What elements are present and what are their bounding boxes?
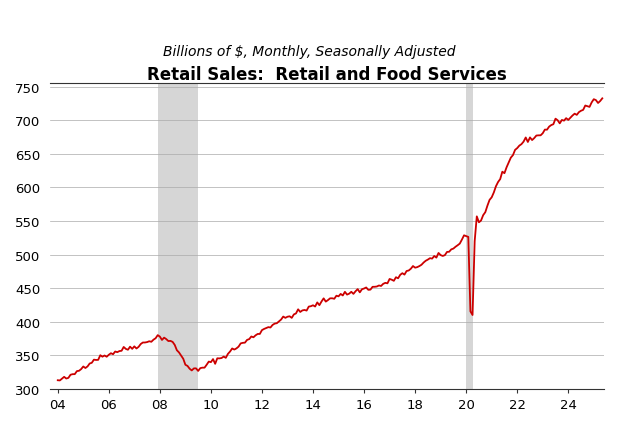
- Text: Billions of $, Monthly, Seasonally Adjusted: Billions of $, Monthly, Seasonally Adjus…: [163, 45, 456, 59]
- Title: Retail Sales:  Retail and Food Services: Retail Sales: Retail and Food Services: [147, 66, 507, 84]
- Bar: [158, 84, 198, 389]
- Bar: [466, 84, 472, 389]
